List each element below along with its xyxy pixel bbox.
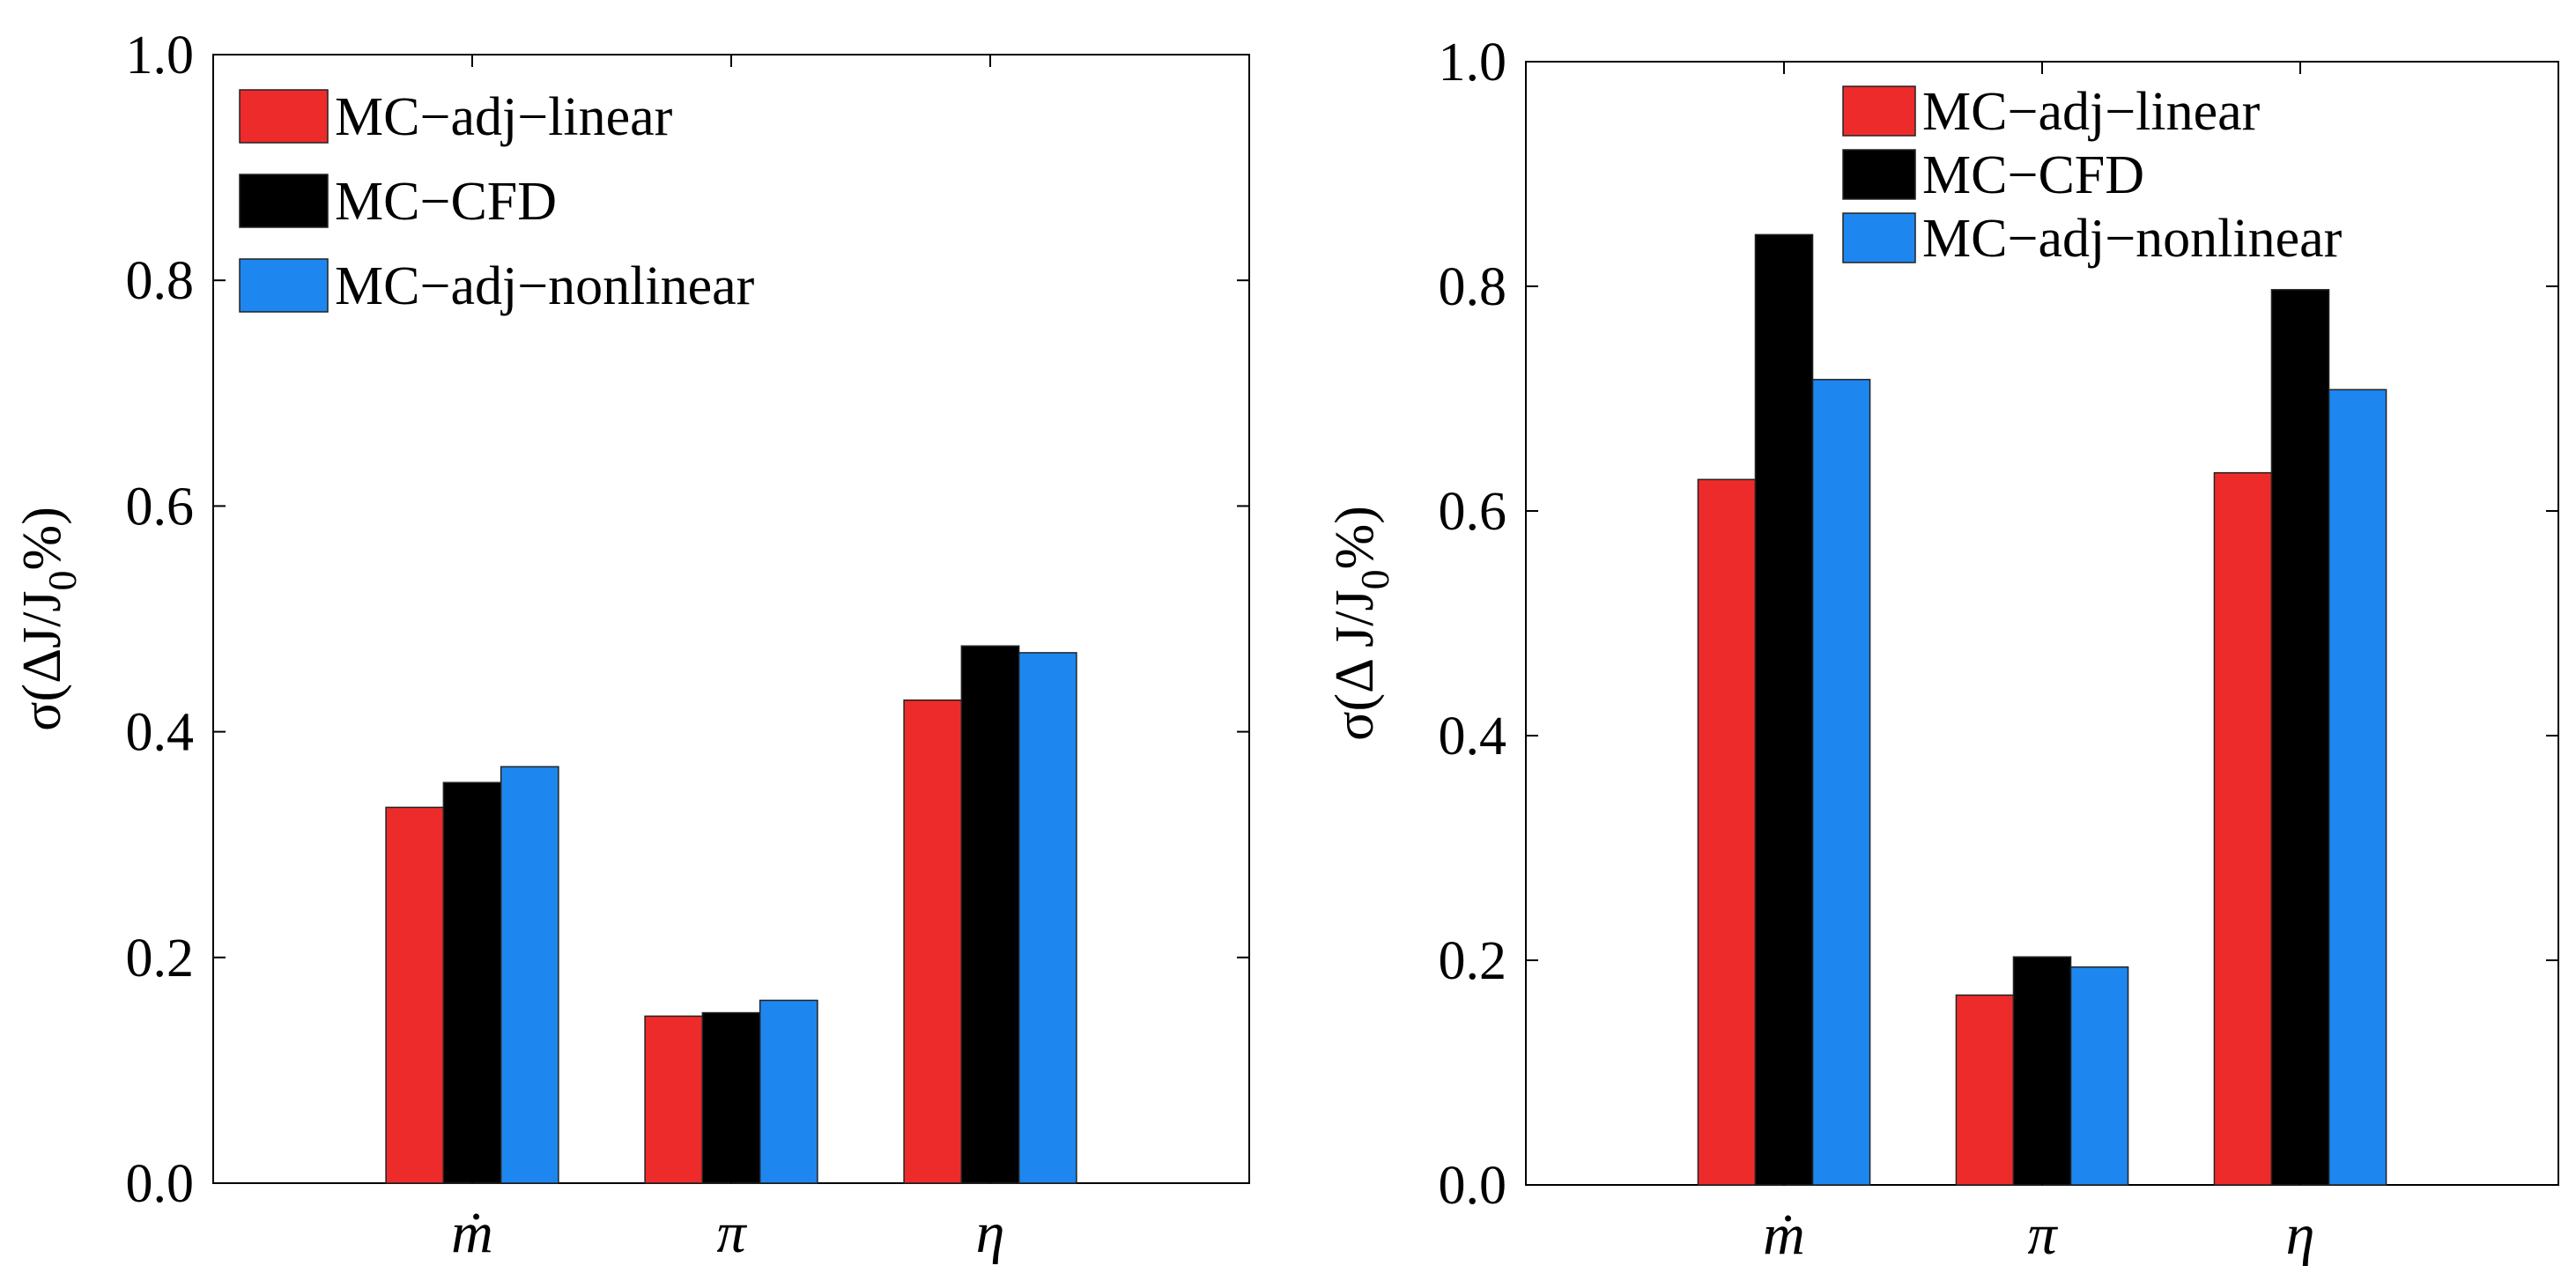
legend-swatch <box>239 89 329 144</box>
x-tick-label: π <box>716 1201 747 1265</box>
y-tick-label: 1.0 <box>1439 33 1507 93</box>
x-tick-label: η <box>2286 1203 2315 1267</box>
legend-label: MC−adj−linear <box>1922 82 2261 142</box>
y-tick-label: 0.0 <box>126 1154 195 1214</box>
bar <box>1018 652 1077 1184</box>
bars <box>1697 233 2387 1186</box>
y-tick-label: 0.8 <box>1439 257 1507 317</box>
bar <box>2069 966 2129 1186</box>
y-axis-label-main: σ(ΔJ/J <box>12 590 72 730</box>
bar <box>1697 478 1757 1186</box>
chart-right: 0.0 0.2 0.4 0.6 0.8 1.0 ṁ π η MC−adj−linearMC−CFD… <box>1325 33 2559 1267</box>
legend-swatch <box>1842 149 1916 200</box>
y-axis-label-subscript: 0 <box>1352 569 1397 589</box>
x-tick-label: η <box>976 1201 1005 1265</box>
legend: MC−adj−linear MC−CFD MC−adj−nonlinear <box>239 87 755 316</box>
bar <box>701 1011 761 1184</box>
legend-label: MC−adj−nonlinear <box>1922 209 2343 269</box>
bar <box>2213 471 2273 1186</box>
y-axis-label-main: σ(Δ J/J <box>1325 589 1385 741</box>
bar <box>442 781 502 1184</box>
y-tick-label: 0.4 <box>1439 707 1507 766</box>
legend-label: MC−CFD <box>1922 145 2144 205</box>
x-tick-label: ṁ <box>451 1201 493 1265</box>
bar <box>759 999 818 1184</box>
legend-label: MC−adj−nonlinear <box>335 256 755 316</box>
y-tick-label: 0.2 <box>1439 931 1507 991</box>
bar <box>1811 379 1871 1186</box>
legend-swatch <box>1842 212 1916 263</box>
y-axis-label: σ(ΔJ/J0%) <box>12 507 85 731</box>
bar <box>385 806 445 1184</box>
x-tick-label: π <box>2027 1203 2058 1267</box>
y-tick-label: 0.8 <box>126 251 195 311</box>
legend-swatch <box>239 258 329 313</box>
bar <box>500 766 559 1184</box>
y-tick-label: 0.0 <box>1439 1156 1507 1216</box>
y-tick-label: 0.6 <box>126 477 195 537</box>
y-tick-label: 0.6 <box>1439 482 1507 542</box>
bar <box>1955 994 2015 1186</box>
bar <box>2270 289 2330 1186</box>
x-tick-label: ṁ <box>1763 1203 1805 1267</box>
bars <box>385 645 1077 1184</box>
y-axis-label-suffix: %) <box>1325 506 1385 569</box>
bar <box>903 699 963 1184</box>
bar <box>960 645 1020 1184</box>
y-axis-label-suffix: %) <box>12 507 72 570</box>
y-tick-label: 0.4 <box>126 703 195 763</box>
legend-swatch <box>239 174 329 228</box>
y-tick-label: 0.2 <box>126 929 195 988</box>
y-axis-label-subscript: 0 <box>40 570 85 590</box>
chart-left: 0.0 0.2 0.4 0.6 0.8 1.0 ṁ π η MC−adj−linear MC−CFD… <box>12 26 1250 1265</box>
bar <box>2328 389 2387 1186</box>
bar <box>644 1015 704 1184</box>
y-axis-label: σ(Δ J/J0%) <box>1325 506 1397 741</box>
legend-label: MC−adj−linear <box>335 87 673 147</box>
bar <box>2012 956 2072 1186</box>
legend-swatch <box>1842 85 1916 137</box>
bar <box>1754 233 1814 1186</box>
legend-label: MC−CFD <box>335 172 557 232</box>
y-tick-label: 1.0 <box>126 26 195 85</box>
